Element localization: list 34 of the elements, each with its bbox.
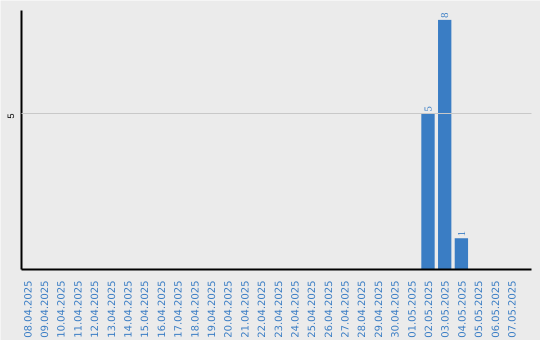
data-label: 8 (440, 12, 452, 18)
x-tick-label: 09.04.2025 (40, 280, 52, 338)
x-tick-label: 25.04.2025 (307, 280, 318, 338)
data-label: 5 (424, 106, 434, 112)
x-tick-label: 24.04.2025 (290, 280, 302, 338)
x-tick-label: 14.04.2025 (124, 280, 135, 338)
ref-line-label: 5 (6, 113, 16, 119)
x-tick-label: 06.05.2025 (490, 280, 502, 338)
x-tick-label: 27.04.2025 (340, 280, 352, 338)
data-label: 1 (456, 230, 468, 236)
x-tick-label: 18.04.2025 (190, 280, 202, 338)
x-tick-label: 30.04.2025 (390, 280, 402, 338)
x-tick-label: 10.04.2025 (56, 280, 68, 338)
x-tick-label: 03.05.2025 (440, 280, 452, 338)
x-tick-label: 04.05.2025 (457, 280, 468, 338)
x-tick-label: 26.04.2025 (324, 280, 335, 338)
x-tick-label: 11.04.2025 (73, 280, 84, 338)
x-tick-label: 07.05.2025 (507, 280, 518, 338)
x-tick-label: 19.04.2025 (206, 280, 218, 338)
x-tick-label: 28.04.2025 (357, 280, 368, 338)
x-tick-label: 02.05.2025 (424, 280, 435, 338)
x-tick-label: 17.04.2025 (174, 280, 185, 338)
x-tick-label: 01.05.2025 (407, 280, 418, 338)
x-tick-label: 20.04.2025 (224, 280, 235, 338)
x-tick-label: 29.04.2025 (374, 280, 385, 338)
x-tick-label: 12.04.2025 (90, 280, 102, 338)
x-tick-label: 05.05.2025 (474, 280, 486, 338)
x-tick-label: 13.04.2025 (106, 280, 118, 338)
x-tick-label: 23.04.2025 (274, 280, 285, 338)
x-tick-label: 15.04.2025 (140, 280, 152, 338)
x-tick-label: 08.04.2025 (23, 280, 34, 338)
x-tick-label: 21.04.2025 (240, 280, 252, 338)
x-tick-label: 16.04.2025 (156, 280, 168, 338)
x-tick-label: 22.04.2025 (257, 280, 268, 338)
